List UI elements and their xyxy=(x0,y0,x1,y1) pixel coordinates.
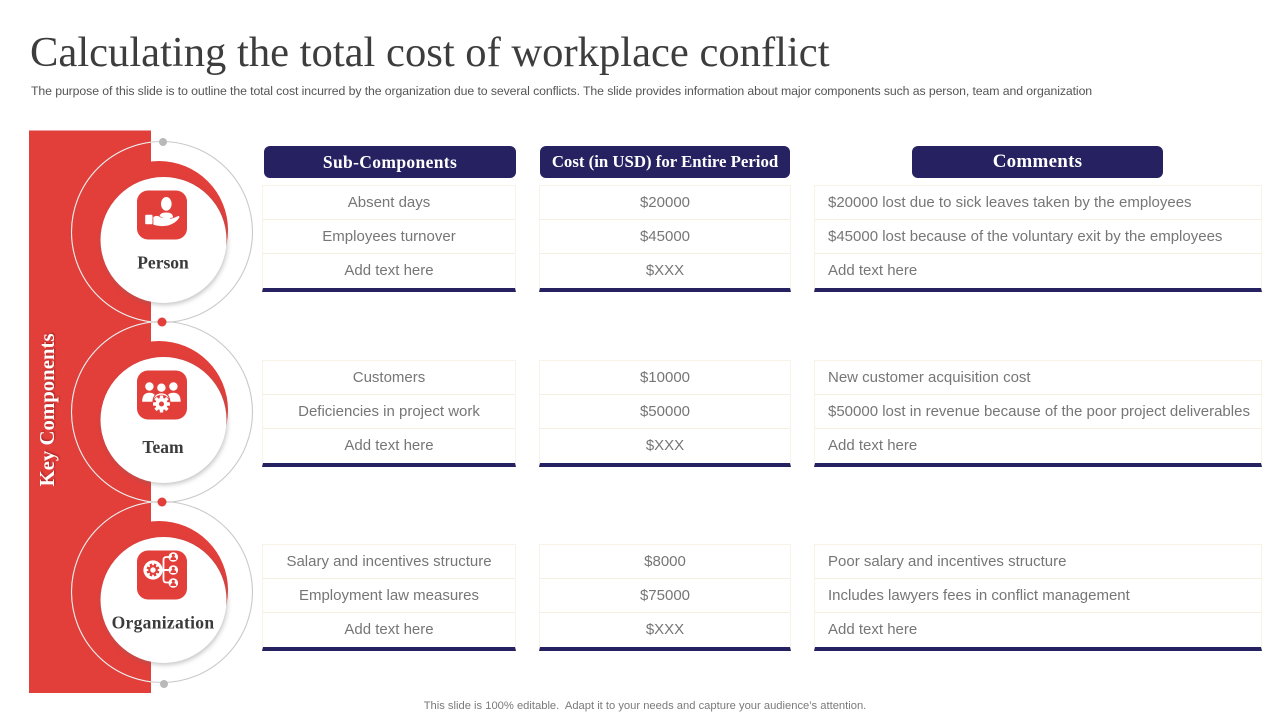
svg-text:Key Components: Key Components xyxy=(36,333,59,486)
svg-text:Person: Person xyxy=(137,253,189,273)
svg-text:Organization: Organization xyxy=(112,613,215,633)
svg-text:Team: Team xyxy=(142,437,184,457)
